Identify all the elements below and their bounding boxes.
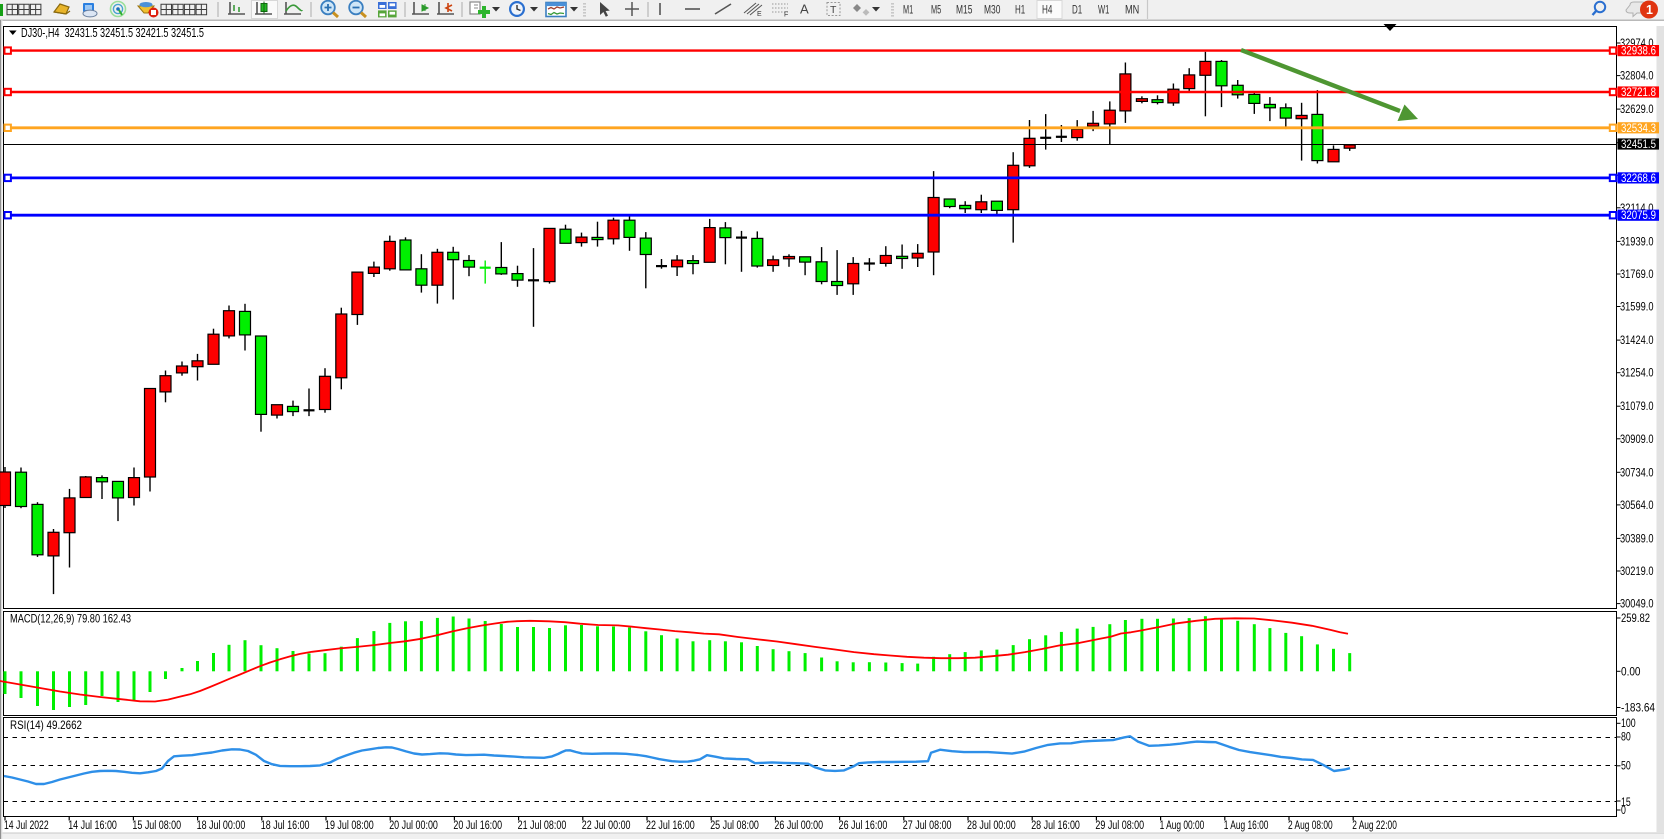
svg-text:F: F [784, 12, 788, 19]
svg-text:28 Jul 00:00: 28 Jul 00:00 [967, 820, 1016, 832]
svg-text:30219.0: 30219.0 [1620, 566, 1654, 578]
svg-text:20 Jul 16:00: 20 Jul 16:00 [453, 820, 502, 832]
svg-text:W1: W1 [1098, 3, 1110, 17]
svg-text:2 Aug 08:00: 2 Aug 08:00 [1288, 820, 1333, 832]
svg-text:28 Jul 16:00: 28 Jul 16:00 [1031, 820, 1080, 832]
svg-text:31769.0: 31769.0 [1620, 269, 1654, 281]
svg-text:19 Jul 08:00: 19 Jul 08:00 [325, 820, 374, 832]
svg-text:26 Jul 16:00: 26 Jul 16:00 [839, 820, 888, 832]
svg-text:2 Aug 22:00: 2 Aug 22:00 [1352, 820, 1397, 832]
svg-text:26 Jul 00:00: 26 Jul 00:00 [774, 820, 823, 832]
svg-text:14 Jul 16:00: 14 Jul 16:00 [68, 820, 117, 832]
svg-text:30049.0: 30049.0 [1620, 599, 1654, 611]
svg-text:30564.0: 30564.0 [1620, 500, 1654, 512]
svg-text:M5: M5 [931, 3, 941, 17]
svg-text:31424.0: 31424.0 [1620, 335, 1654, 347]
svg-text:32534.3: 32534.3 [1621, 123, 1656, 135]
svg-text:31939.0: 31939.0 [1620, 236, 1654, 248]
svg-text:80: 80 [1621, 732, 1631, 744]
svg-text:0.00: 0.00 [1621, 666, 1641, 678]
svg-text:29 Jul 08:00: 29 Jul 08:00 [1095, 820, 1144, 832]
svg-text:25 Jul 08:00: 25 Jul 08:00 [710, 820, 759, 832]
svg-text:259.82: 259.82 [1621, 613, 1650, 625]
svg-text:1 Aug 00:00: 1 Aug 00:00 [1160, 820, 1205, 832]
svg-text:-183.64: -183.64 [1621, 703, 1656, 715]
svg-text:32075.9: 32075.9 [1621, 210, 1656, 222]
svg-text:20 Jul 00:00: 20 Jul 00:00 [389, 820, 438, 832]
svg-text:T: T [830, 4, 837, 16]
svg-text:32938.6: 32938.6 [1621, 46, 1656, 58]
svg-text:M15: M15 [956, 3, 973, 17]
svg-text:0: 0 [1621, 805, 1626, 817]
svg-text:18 Jul 00:00: 18 Jul 00:00 [197, 820, 246, 832]
svg-text:32804.0: 32804.0 [1620, 71, 1654, 83]
svg-text:M1: M1 [903, 3, 913, 17]
svg-text:32268.6: 32268.6 [1621, 173, 1656, 185]
svg-text:31079.0: 31079.0 [1620, 401, 1654, 413]
svg-text:31254.0: 31254.0 [1620, 368, 1654, 380]
svg-text:DJ30-,H4 32431.5 32451.5 3242: DJ30-,H4 32431.5 32451.5 32421.5 32451.5 [21, 26, 204, 40]
svg-text:MN: MN [1125, 3, 1139, 17]
svg-text:27 Jul 08:00: 27 Jul 08:00 [903, 820, 952, 832]
svg-text:22 Jul 16:00: 22 Jul 16:00 [646, 820, 695, 832]
svg-text:A: A [800, 2, 809, 17]
svg-text:30389.0: 30389.0 [1620, 533, 1654, 545]
svg-text:30734.0: 30734.0 [1620, 467, 1654, 479]
svg-text:18 Jul 16:00: 18 Jul 16:00 [261, 820, 310, 832]
svg-text:21 Jul 08:00: 21 Jul 08:00 [518, 820, 567, 832]
svg-text:50: 50 [1621, 760, 1631, 772]
svg-text:30909.0: 30909.0 [1620, 434, 1654, 446]
svg-text:31599.0: 31599.0 [1620, 302, 1654, 314]
svg-text:MACD(12,26,9) 79.80 162.43: MACD(12,26,9) 79.80 162.43 [10, 612, 131, 626]
svg-text:14 Jul 2022: 14 Jul 2022 [4, 820, 49, 832]
svg-text:1 Aug 16:00: 1 Aug 16:00 [1224, 820, 1269, 832]
svg-text:15 Jul 08:00: 15 Jul 08:00 [132, 820, 181, 832]
svg-text:M30: M30 [984, 3, 1001, 17]
svg-text:E: E [757, 11, 762, 18]
svg-text:D1: D1 [1072, 3, 1082, 17]
svg-text:H4: H4 [1042, 3, 1053, 17]
svg-text:32629.0: 32629.0 [1620, 104, 1654, 116]
svg-text:RSI(14) 49.2662: RSI(14) 49.2662 [10, 718, 82, 732]
svg-text:100: 100 [1621, 718, 1636, 730]
svg-text:22 Jul 00:00: 22 Jul 00:00 [582, 820, 631, 832]
svg-text:H1: H1 [1015, 3, 1025, 17]
svg-text:15: 15 [1621, 797, 1631, 809]
svg-text:32451.5: 32451.5 [1621, 139, 1656, 151]
svg-text:1: 1 [1646, 3, 1653, 17]
svg-text:32721.8: 32721.8 [1621, 87, 1656, 99]
